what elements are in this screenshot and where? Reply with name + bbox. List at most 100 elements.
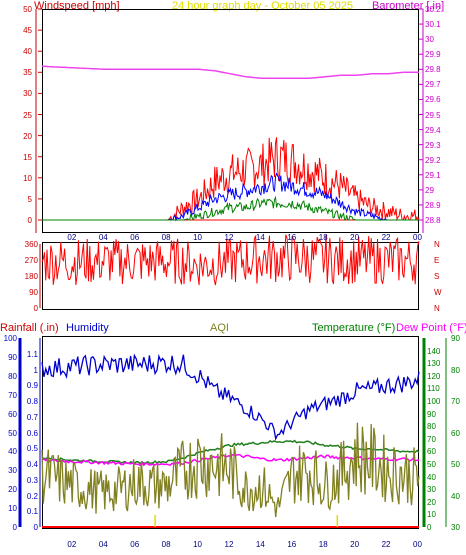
dewpoint-tick-label: 90 [451, 334, 460, 343]
temperature-tick-label: 50 [427, 460, 436, 469]
wind-x-tick-label: 02 [67, 233, 77, 242]
humidity-line [41, 353, 420, 441]
weather-x-tick-label: 12 [224, 540, 234, 549]
weather-x-tick-label: 00 [413, 540, 422, 549]
humidity-tick-label: 40 [8, 447, 17, 457]
dewpoint-tick-label: 80 [451, 365, 460, 375]
barometer-tick-label: 30 [425, 35, 434, 45]
barometer-tick-label: 29.5 [425, 110, 441, 120]
wind-tick-label: 50 [23, 5, 32, 14]
humidity-tick-label: 50 [8, 428, 17, 438]
dewpoint-tick-label: 30 [451, 523, 460, 532]
wind-tick-label: 35 [23, 68, 32, 78]
weather-x-tick-label: 02 [67, 540, 77, 549]
wind-average-line [42, 172, 419, 222]
wind-tick-label: 5 [27, 194, 32, 204]
rain-tick-label: 0.2 [26, 491, 38, 501]
weather-x-tick-label: 10 [193, 540, 202, 549]
weather-x-tick-label: 20 [350, 540, 360, 549]
direction-tick-label: 270 [24, 256, 38, 265]
wind-tick-label: 25 [23, 110, 32, 120]
temperature-tick-label: 40 [427, 472, 436, 482]
aqi-legend-label: AQI [210, 322, 229, 334]
weather-x-tick-label: 08 [161, 540, 171, 549]
wind-x-tick-label: 04 [98, 233, 108, 242]
barometer-tick-label: 29.2 [425, 155, 441, 165]
barometer-tick-label: 29.6 [425, 95, 441, 105]
aqi-line [41, 422, 420, 518]
temperature-tick-label: 70 [427, 434, 436, 444]
barometer-tick-label: 29.3 [425, 140, 441, 150]
temperature-tick-label: 0 [427, 523, 432, 532]
wind-plot-area [42, 9, 419, 233]
wind-x-tick-label: 16 [287, 233, 297, 242]
rain-tick-label: 0 [33, 523, 38, 532]
wind-tick-label: 0 [27, 216, 32, 225]
humidity-tick-label: 0 [12, 523, 17, 532]
dewpoint-tick-label: 50 [451, 460, 460, 469]
dewpoint-tick-label: 70 [451, 397, 460, 406]
wind-x-tick-label: 22 [381, 233, 391, 242]
rain-tick-label: 1 [33, 365, 38, 375]
compass-tick-label: S [434, 272, 440, 281]
temperature-tick-label: 80 [427, 422, 436, 432]
compass-tick-label: N [434, 240, 440, 249]
weather-x-tick-label: 16 [287, 540, 297, 549]
temperature-tick-label: 120 [427, 371, 441, 381]
humidity-axis-title: Humidity [66, 322, 109, 334]
direction-tick-label: 0 [33, 304, 38, 313]
rain-tick-label: 0.5 [26, 444, 38, 454]
direction-tick-label: 180 [24, 272, 38, 281]
rain-tick-label: 0.4 [26, 460, 38, 469]
wind-x-tick-label: 20 [350, 233, 360, 242]
weather-x-tick-label: 04 [98, 540, 108, 549]
barometer-tick-label: 29 [425, 185, 434, 195]
humidity-tick-label: 90 [8, 352, 17, 362]
wind-tick-label: 15 [23, 152, 32, 162]
temperature-tick-label: 130 [427, 359, 441, 369]
dewpoint-tick-label: 60 [451, 428, 460, 438]
weather-x-tick-label: 22 [381, 540, 391, 549]
direction-tick-label: 90 [29, 288, 38, 297]
wind-x-tick-label: 14 [255, 233, 265, 242]
barometer-tick-label: 29.8 [425, 65, 441, 75]
weather-plot-area [42, 336, 419, 529]
temperature-tick-label: 140 [427, 346, 441, 356]
temperature-axis-title: Temperature (°F) [312, 322, 396, 334]
temperature-tick-label: 20 [427, 497, 436, 507]
wind-tick-label: 20 [23, 131, 32, 141]
temperature-tick-label: 60 [427, 447, 436, 457]
barometer-tick-label: 30.1 [425, 20, 441, 30]
humidity-tick-label: 60 [8, 409, 17, 419]
wind-x-tick-label: 10 [193, 233, 202, 242]
rain-tick-label: 1.1 [26, 349, 38, 359]
temperature-line [41, 439, 420, 465]
weather-x-tick-label: 14 [255, 540, 265, 549]
weather-x-tick-label: 06 [130, 540, 140, 549]
barometer-tick-label: 28.9 [425, 200, 441, 210]
wind-x-tick-label: 18 [318, 233, 328, 242]
barometer-tick-label: 29.9 [425, 50, 441, 60]
barometer-tick-label: 29.1 [425, 170, 441, 180]
wind-x-tick-label: 00 [413, 233, 422, 242]
barometer-tick-label: 30.2 [425, 5, 441, 14]
direction-tick-label: 360 [24, 240, 38, 249]
compass-tick-label: E [434, 256, 440, 265]
rainfall-axis-title: Rainfall (.in) [0, 322, 59, 334]
wind-x-tick-label: 08 [161, 233, 171, 242]
temperature-tick-label: 110 [427, 384, 440, 394]
rain-tick-label: 0.6 [26, 428, 38, 438]
compass-tick-label: W [434, 288, 442, 297]
barometer-line [41, 65, 419, 80]
weather-x-tick-label: 18 [318, 540, 328, 549]
wind-min-line [42, 195, 419, 221]
dewpoint-tick-label: 40 [451, 491, 460, 501]
humidity-tick-label: 100 [3, 334, 17, 343]
wind-gust-line [42, 137, 420, 222]
humidity-tick-label: 10 [8, 504, 17, 514]
rain-tick-label: 0.3 [26, 475, 38, 485]
barometer-tick-label: 29.4 [425, 125, 441, 135]
dewpoint-axis-title: Dew Point (°F) [396, 322, 466, 334]
temperature-tick-label: 100 [427, 397, 441, 406]
